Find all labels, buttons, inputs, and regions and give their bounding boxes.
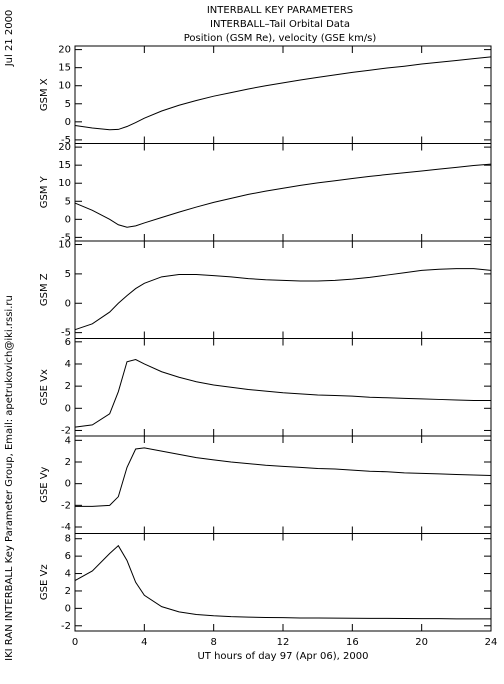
y-tick-label: 5 (65, 99, 71, 110)
x-tick-label: 24 (485, 637, 498, 648)
y-tick-label: 6 (65, 551, 71, 562)
credit: IKI RAN INTERBALL Key Parameter Group, E… (4, 295, 15, 661)
y-tick-label: 0 (65, 479, 71, 490)
data-line (74, 268, 492, 331)
y-axis-label: GSM Z (39, 273, 50, 306)
y-tick-label: 8 (65, 534, 71, 545)
y-tick-label: 0 (65, 214, 71, 225)
x-tick-label: 12 (277, 637, 290, 648)
y-tick-label: 20 (58, 45, 71, 56)
title-line: INTERBALL KEY PARAMETERS (207, 5, 353, 16)
y-tick-label: 0 (65, 117, 71, 128)
y-tick-label: 0 (65, 298, 71, 309)
x-tick-label: 20 (415, 637, 428, 648)
y-tick-label: 10 (58, 81, 71, 92)
x-tick-label: 4 (141, 637, 147, 648)
data-line (74, 359, 491, 428)
y-tick-label: 6 (65, 337, 71, 348)
data-line (74, 544, 491, 620)
title-line: INTERBALL–Tail Orbital Data (210, 19, 350, 30)
y-tick-label: 5 (65, 196, 71, 207)
panel-frame (74, 533, 492, 632)
y-axis-label: GSM Y (39, 175, 50, 208)
y-tick-label: 4 (65, 569, 71, 580)
x-tick-label: 0 (72, 637, 78, 648)
x-axis-label: UT hours of day 97 (Apr 06), 2000 (197, 651, 368, 662)
y-tick-label: -4 (61, 522, 71, 533)
y-axis-label: GSE Vz (39, 564, 50, 600)
data-line (74, 163, 492, 228)
y-tick-label: 15 (58, 160, 71, 171)
y-tick-label: 4 (65, 359, 71, 370)
x-tick-label: 8 (210, 637, 216, 648)
y-axis-label: GSM X (39, 78, 50, 111)
x-tick-label: 16 (346, 637, 359, 648)
y-tick-label: 2 (65, 457, 71, 468)
y-tick-label: -5 (61, 135, 71, 146)
panel-frame (74, 143, 492, 242)
y-tick-label: 5 (65, 269, 71, 280)
date-stamp: Jul 21 2000 (4, 10, 15, 68)
y-tick-label: -2 (61, 425, 71, 436)
y-tick-label: 20 (58, 142, 71, 153)
y-axis-label: GSE Vx (39, 369, 50, 405)
data-line (75, 447, 492, 507)
y-axis-label: GSE Vy (39, 467, 50, 503)
panel-frame (74, 435, 492, 534)
y-tick-label: -2 (61, 500, 71, 511)
y-tick-label: 2 (65, 586, 71, 597)
y-tick-label: 2 (65, 381, 71, 392)
y-tick-label: 4 (65, 435, 71, 446)
y-tick-label: 10 (58, 178, 71, 189)
y-tick-label: -5 (61, 328, 71, 339)
y-tick-label: 0 (65, 403, 71, 414)
panel-frame (74, 45, 492, 144)
y-tick-label: 10 (58, 240, 71, 251)
y-tick-label: 0 (65, 603, 71, 614)
panel-frame (74, 240, 492, 339)
title-line: Position (GSM Re), velocity (GSE km/s) (184, 33, 377, 44)
y-tick-label: -2 (61, 621, 71, 632)
y-tick-label: 15 (58, 63, 71, 74)
y-tick-label: -5 (61, 232, 71, 243)
data-line (74, 56, 492, 131)
panel-frame (74, 338, 492, 437)
